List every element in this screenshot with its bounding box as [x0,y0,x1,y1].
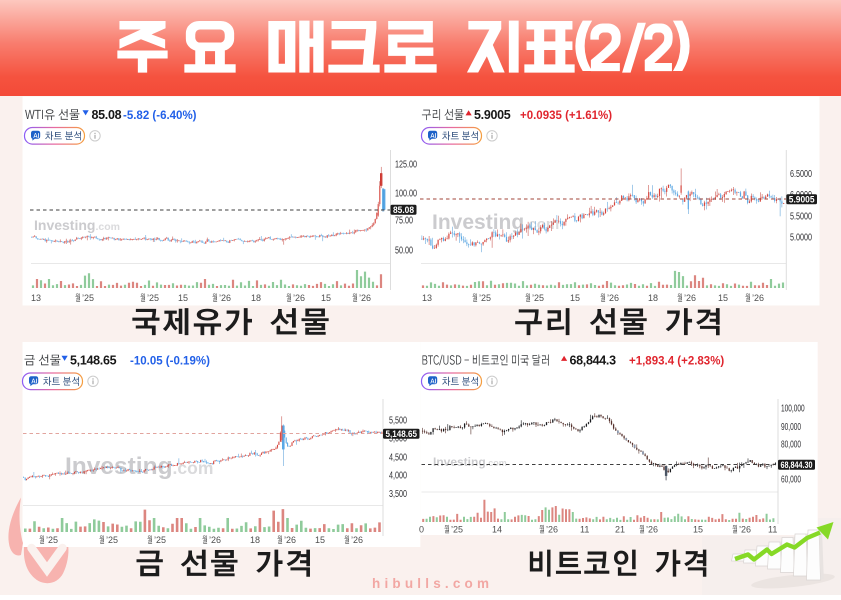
svg-text:14: 14 [492,525,502,535]
svg-text:’26: ’26 [646,525,658,535]
svg-text:Investing.com: Investing.com [34,217,120,233]
svg-text:4,500: 4,500 [389,452,407,463]
svg-text:’26: ’26 [351,535,363,545]
svg-text:’25: ’25 [147,293,159,303]
svg-text:15: 15 [321,293,331,303]
svg-text:18: 18 [251,293,261,303]
svg-text:85.08: 85.08 [92,108,122,122]
svg-text:Investing.com: Investing.com [65,453,213,480]
svg-text:18: 18 [648,293,658,303]
svg-text:13: 13 [422,293,432,303]
svg-text:80,000: 80,000 [781,439,801,450]
svg-text:’26: ’26 [684,293,696,303]
svg-text:15: 15 [570,293,580,303]
svg-text:Investing.com: Investing.com [433,455,507,469]
svg-text:90,000: 90,000 [781,422,801,433]
svg-text:5.9005: 5.9005 [789,195,815,205]
svg-text:75.00: 75.00 [395,215,413,226]
svg-text:100,000: 100,000 [781,403,805,414]
svg-text:’26: ’26 [546,525,558,535]
svg-text:18: 18 [250,535,260,545]
svg-text:’25: ’25 [532,293,544,303]
svg-text:60,000: 60,000 [781,475,801,486]
svg-text:15: 15 [693,525,703,535]
svg-text:21: 21 [615,525,625,535]
svg-text:125.00: 125.00 [395,159,417,170]
svg-text:0: 0 [419,525,424,535]
svg-text:’25: ’25 [106,535,118,545]
svg-text:5,148.65: 5,148.65 [70,354,117,368]
svg-text:85.08: 85.08 [393,205,414,215]
svg-text:11: 11 [768,525,777,535]
svg-text:’26: ’26 [284,535,296,545]
svg-text:4,000: 4,000 [389,471,407,482]
svg-text:15: 15 [718,293,728,303]
svg-text:+0.0935 (+1.61%): +0.0935 (+1.61%) [520,110,612,122]
svg-text:-5.82 (-6.40%): -5.82 (-6.40%) [123,110,197,122]
svg-text:’25: ’25 [82,293,94,303]
svg-text:6.5000: 6.5000 [790,169,812,180]
svg-text:11: 11 [580,525,589,535]
svg-text:’26: ’26 [752,293,764,303]
svg-text:’25: ’25 [46,535,58,545]
svg-text:3,500: 3,500 [389,489,407,500]
svg-text:68,844.30: 68,844.30 [781,460,813,470]
svg-text:’25: ’25 [479,293,491,303]
svg-text:5.5000: 5.5000 [790,211,812,222]
svg-text:+1,893.4 (+2.83%): +1,893.4 (+2.83%) [629,356,724,368]
svg-text:5,000: 5,000 [389,434,407,445]
svg-text:5,148.65: 5,148.65 [386,429,418,439]
svg-text:’26: ’26 [607,293,619,303]
svg-text:100.00: 100.00 [395,188,417,199]
svg-text:5.9005: 5.9005 [474,108,511,122]
svg-text:hibulls.com: hibulls.com [372,576,493,591]
svg-text:15: 15 [315,535,325,545]
svg-text:50.00: 50.00 [395,245,413,256]
svg-text:’26: ’26 [739,525,751,535]
svg-text:’25: ’25 [154,535,166,545]
svg-text:’26: ’26 [209,535,221,545]
svg-text:-10.05 (-0.19%): -10.05 (-0.19%) [130,356,210,368]
svg-text:’26: ’26 [219,293,231,303]
svg-text:15: 15 [178,293,188,303]
svg-text:5,500: 5,500 [389,415,407,426]
svg-text:’25: ’25 [451,525,463,535]
svg-text:’26: ’26 [359,293,371,303]
svg-text:68,844.3: 68,844.3 [570,354,617,368]
svg-text:5.0000: 5.0000 [790,233,812,244]
svg-text:13: 13 [31,293,41,303]
svg-text:’26: ’26 [293,293,305,303]
